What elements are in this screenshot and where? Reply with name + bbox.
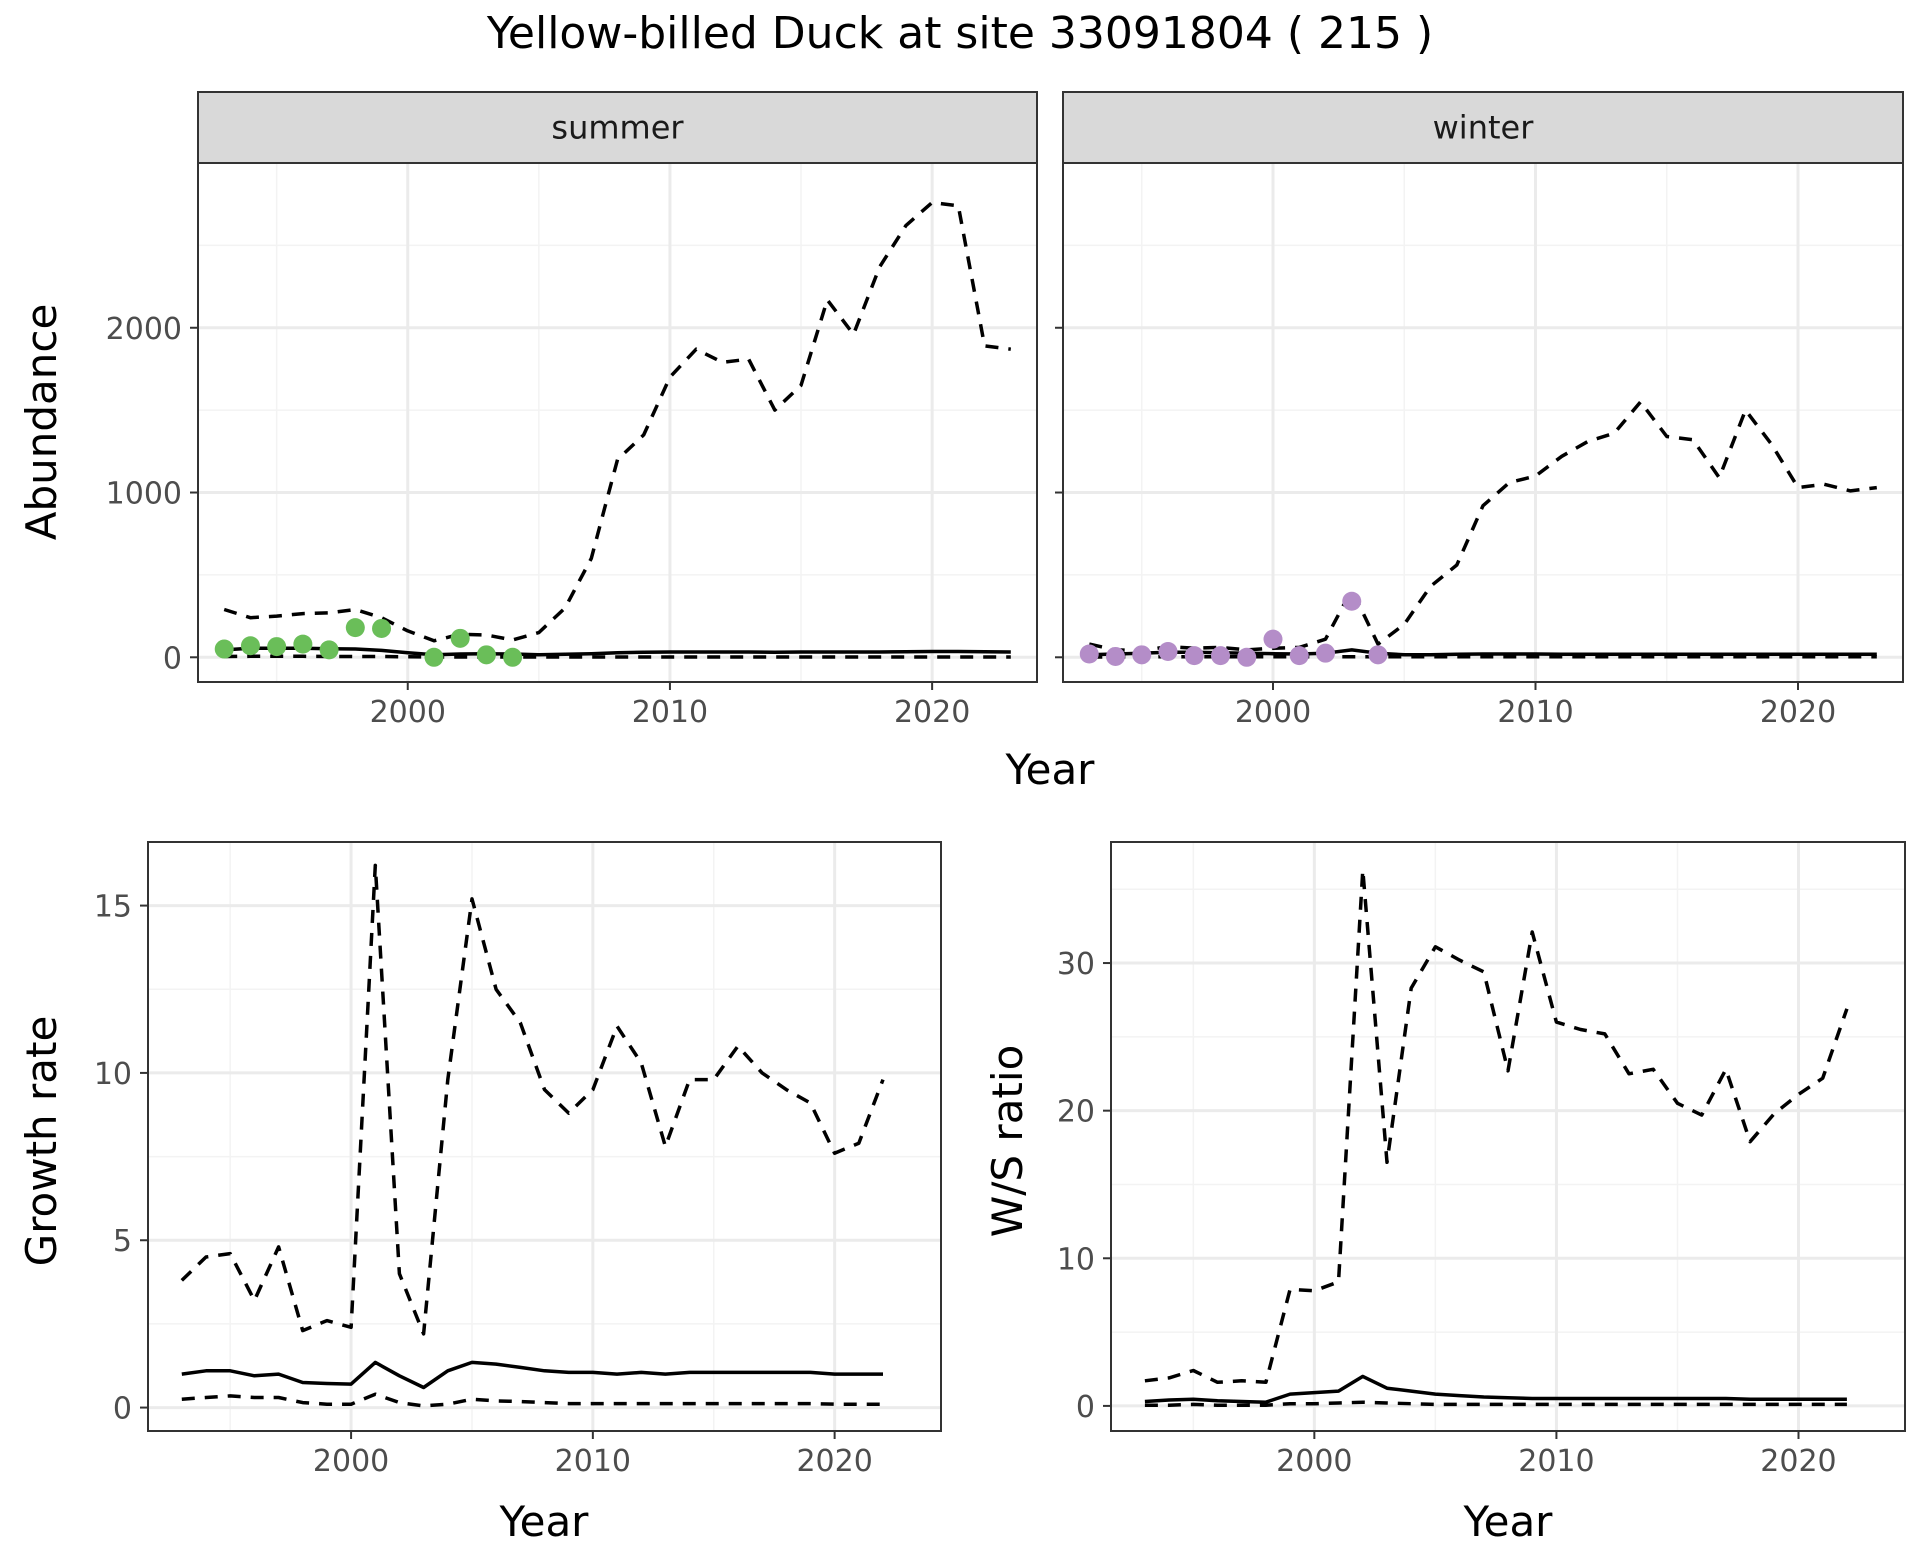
summer-observation-point [450, 628, 470, 648]
y-tick-label: 0 [163, 641, 182, 676]
y-tick-label: 2000 [106, 312, 182, 347]
summer-observation-point [345, 618, 365, 638]
y-tick-label: 0 [1076, 1390, 1095, 1425]
growth-panel-background [148, 842, 941, 1431]
summer-bound-line [224, 654, 1011, 659]
growth-panel: 2000 2010 2020 0 5 10 15 [94, 841, 942, 1479]
y-tick-label: 10 [1057, 1242, 1095, 1277]
summer-observation-point [293, 634, 313, 654]
ws-panel-border [1110, 841, 1906, 1432]
x-tick-label: 2000 [370, 695, 446, 730]
growth-x-axis-title: Year [499, 1497, 590, 1546]
winter-panel-background [1063, 163, 1903, 682]
x-tick-label: 2010 [555, 1444, 631, 1479]
y-tick-label: 20 [1057, 1095, 1095, 1130]
winter-observation-point [1184, 646, 1204, 666]
ws-panel-background [1111, 842, 1905, 1431]
winter-observation-point [1368, 645, 1388, 665]
winter-observation-point [1132, 645, 1152, 665]
growth-y-axis-title: Growth rate [17, 1016, 66, 1267]
abundance-y-axis-title: Abundance [17, 304, 66, 541]
x-tick-label: 2010 [1518, 1444, 1594, 1479]
ws-estimate-line [1144, 1374, 1847, 1404]
abundance-x-axis-title: Year [1005, 745, 1096, 794]
summer-estimate-line [224, 646, 1011, 657]
ws-bound-line [1144, 868, 1849, 1385]
summer-observation-point [319, 640, 339, 660]
y-tick-label: 15 [94, 890, 132, 925]
x-tick-label: 2010 [632, 695, 708, 730]
summer-panel: summer 2000 2010 2020 0 1000 2000 [106, 91, 1038, 730]
winter-observation-point [1079, 644, 1099, 664]
summer-observation-point [503, 647, 523, 667]
summer-strip [197, 91, 1038, 164]
winter-observation-point [1289, 646, 1309, 666]
y-tick-label: 5 [113, 1224, 132, 1259]
ws-panel: 2000 2010 2020 0 10 20 30 [1057, 841, 1906, 1479]
ws-y-axis-title: W/S ratio [983, 1045, 1032, 1238]
x-tick-label: 2010 [1497, 695, 1573, 730]
x-tick-label: 2020 [1760, 695, 1836, 730]
winter-observation-point [1158, 642, 1178, 662]
winter-observation-point [1211, 646, 1230, 666]
x-tick-label: 2000 [1276, 1444, 1352, 1479]
summer-observation-point [267, 637, 287, 657]
summer-panel-background [198, 163, 1037, 682]
x-tick-label: 2000 [1235, 695, 1311, 730]
x-tick-label: 2020 [894, 695, 970, 730]
figure-title: Yellow-billed Duck at site 33091804 ( 21… [486, 8, 1433, 59]
winter-panel: winter 2000 2010 2020 [1055, 91, 1904, 730]
x-tick-label: 2020 [1760, 1444, 1836, 1479]
summer-observation-point [214, 639, 234, 659]
ws-bound-line [1144, 1400, 1847, 1407]
winter-observation-point [1316, 643, 1335, 663]
winter-strip-label: winter [1433, 109, 1535, 147]
summer-observation-point [240, 636, 260, 656]
x-tick-label: 2020 [796, 1444, 872, 1479]
y-tick-label: 0 [113, 1392, 132, 1427]
y-tick-label: 10 [94, 1057, 132, 1092]
summer-observation-point [424, 647, 444, 667]
winter-strip [1062, 91, 1904, 164]
winter-observation-point [1106, 646, 1125, 666]
winter-bound-line [1088, 400, 1878, 653]
growth-estimate-line [181, 1360, 883, 1390]
growth-panel-border [147, 841, 942, 1432]
winter-observation-point [1237, 647, 1257, 667]
summer-strip-label: summer [551, 109, 684, 147]
winter-observation-point [1263, 629, 1283, 649]
x-tick-label: 2000 [313, 1444, 389, 1479]
growth-bound-line [181, 1392, 883, 1408]
ws-x-axis-title: Year [1463, 1497, 1554, 1546]
summer-observation-point [372, 618, 392, 638]
y-tick-label: 30 [1057, 947, 1095, 982]
winter-observation-point [1342, 591, 1362, 611]
y-tick-label: 1000 [106, 477, 182, 512]
summer-observation-point [476, 645, 496, 665]
growth-bound-line [180, 863, 885, 1336]
